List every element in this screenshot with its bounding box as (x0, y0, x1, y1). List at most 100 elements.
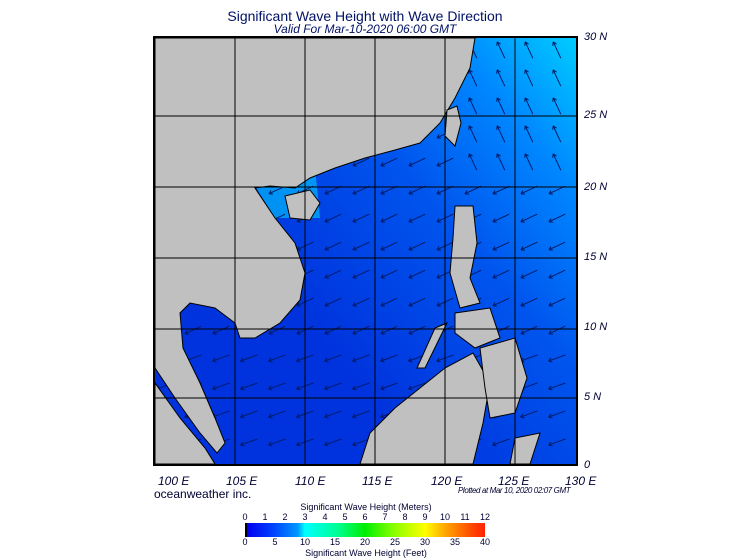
lon-label: 100 E (158, 474, 190, 488)
feet-tick: 30 (419, 537, 430, 547)
wave-arrow (324, 438, 342, 447)
meters-tick: 8 (402, 512, 408, 522)
valid-time: Valid For Mar-10-2020 06:00 GMT (273, 22, 457, 36)
wave-arrow (520, 410, 538, 419)
wave-arrow (524, 41, 534, 59)
wave-arrow (240, 382, 258, 391)
wave-arrow (468, 125, 478, 143)
wave-arrow (352, 241, 370, 251)
lon-label: 105 E (226, 474, 258, 488)
wave-arrow (548, 382, 566, 391)
land-luzon (449, 205, 481, 309)
wave-arrow (548, 241, 566, 251)
wave-arrow (324, 410, 342, 419)
wave-arrow (240, 354, 258, 363)
wave-arrow (468, 97, 478, 115)
land-palawan (416, 322, 449, 369)
wave-arrow (380, 354, 398, 363)
wave-arrow (548, 438, 566, 447)
wave-arrow (548, 269, 566, 279)
wave-arrow (524, 125, 534, 143)
wave-arrow (268, 354, 286, 363)
wave-arrow (380, 325, 398, 335)
wave-arrow (548, 410, 566, 419)
feet-tick: 10 (299, 537, 310, 547)
wave-arrow (324, 325, 342, 335)
lat-label: 20 N (584, 181, 608, 193)
wave-arrow (496, 153, 506, 171)
meters-tick: 0 (242, 512, 248, 522)
feet-tick: 0 (242, 537, 248, 547)
feet-tick: 35 (449, 537, 460, 547)
wave-arrow (212, 354, 230, 363)
wave-arrow (184, 325, 202, 335)
wave-arrow (496, 69, 506, 87)
wave-arrow (352, 297, 370, 307)
wave-arrow (520, 241, 538, 251)
wave-arrow (552, 153, 562, 171)
wave-arrow (380, 382, 398, 391)
wave-arrow (552, 97, 562, 115)
colorbar-meters-title: Significant Wave Height (Meters) (300, 502, 432, 512)
wave-arrow (524, 69, 534, 87)
meters-tick: 5 (342, 512, 348, 522)
feet-tick: 20 (359, 537, 370, 547)
meters-tick: 11 (460, 512, 470, 522)
meters-tick: 6 (362, 512, 368, 522)
meters-tick: 10 (439, 512, 450, 522)
meters-tick: 7 (382, 512, 388, 522)
meters-tick: 2 (282, 512, 288, 522)
wave-arrow (352, 438, 370, 447)
feet-tick: 5 (272, 537, 278, 547)
wave-arrow (324, 269, 342, 279)
grid-lines (155, 38, 576, 464)
lat-label: 5 N (584, 391, 602, 403)
wave-height-map (153, 36, 578, 466)
lat-label: 30 N (584, 31, 608, 43)
land-visayas (454, 307, 501, 349)
wave-arrow (492, 241, 510, 251)
wave-arrow (352, 410, 370, 419)
lat-label: 0 (584, 459, 591, 471)
wave-arrow (268, 382, 286, 391)
wave-arrow (496, 41, 506, 59)
wave-arrow (268, 410, 286, 419)
map-title: Significant Wave Height with Wave Direct… (227, 8, 503, 24)
wave-arrow (408, 213, 426, 223)
plotted-time: Plotted at Mar 10, 2020 02:07 GMT (458, 486, 571, 495)
wave-arrow (352, 325, 370, 335)
meters-tick: 3 (302, 512, 308, 522)
wave-arrow (524, 97, 534, 115)
wave-arrow (520, 325, 538, 335)
brand-label: oceanweather inc. (154, 487, 252, 501)
wave-arrow (380, 269, 398, 279)
wave-arrow (492, 297, 510, 307)
lat-label: 25 N (584, 109, 608, 121)
wave-arrow (212, 382, 230, 391)
wave-arrow (212, 325, 230, 335)
wave-arrow (520, 297, 538, 307)
wave-arrow (408, 297, 426, 307)
wave-arrow (548, 325, 566, 335)
wave-arrow (352, 269, 370, 279)
wave-arrow (408, 325, 426, 335)
wave-arrow (240, 438, 258, 447)
wave-arrow (520, 213, 538, 223)
wave-arrow (492, 438, 510, 447)
wave-arrow (408, 269, 426, 279)
wave-arrow (380, 213, 398, 223)
wave-arrow (324, 382, 342, 391)
wave-arrow (268, 325, 286, 335)
colorbar-feet-title: Significant Wave Height (Feet) (305, 548, 427, 558)
colorbar (245, 523, 485, 537)
land-sumatra (154, 381, 216, 465)
lon-label: 115 E (362, 474, 393, 488)
wave-arrow (492, 213, 510, 223)
wave-arrow (380, 297, 398, 307)
lon-label: 125 E (498, 474, 530, 488)
wave-arrow (408, 241, 426, 251)
feet-tick: 25 (389, 537, 400, 547)
wave-arrow (520, 269, 538, 279)
feet-tick: 40 (479, 537, 490, 547)
wave-arrow (548, 297, 566, 307)
